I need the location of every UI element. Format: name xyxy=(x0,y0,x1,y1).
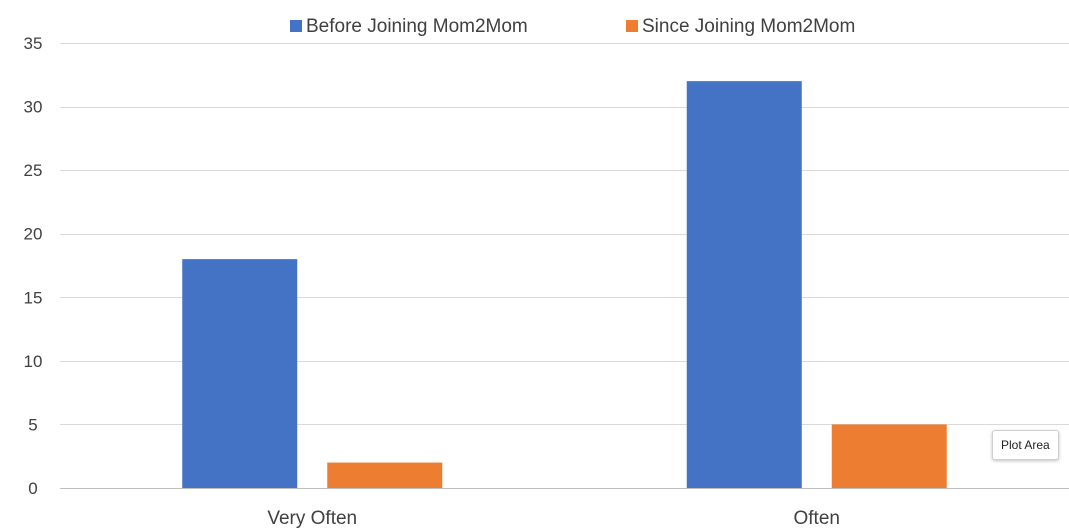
x-axis-categories: Very Often Often xyxy=(267,508,840,529)
x-category-label: Very Often xyxy=(267,508,357,529)
y-tick-label: 15 xyxy=(24,288,43,307)
legend-label: Since Joining Mom2Mom xyxy=(642,16,855,37)
x-category-label: Often xyxy=(794,508,840,529)
y-tick-label: 35 xyxy=(24,34,43,53)
legend-swatch xyxy=(626,20,638,32)
bar-before-very-often xyxy=(182,259,298,488)
y-tick-label: 0 xyxy=(28,479,37,498)
y-tick-label: 5 xyxy=(28,415,37,434)
y-tick-label: 25 xyxy=(24,161,43,180)
bar-since-very-often xyxy=(327,462,443,488)
bars xyxy=(182,81,947,489)
bar-since-often xyxy=(831,424,947,488)
bar-before-often xyxy=(686,81,802,489)
legend-swatch xyxy=(290,20,302,32)
legend: Before Joining Mom2Mom Since Joining Mom2… xyxy=(290,16,855,37)
y-tick-label: 20 xyxy=(24,225,43,244)
plot-area-tooltip: Plot Area xyxy=(992,430,1059,460)
y-tick-label: 30 xyxy=(24,98,43,117)
legend-label: Before Joining Mom2Mom xyxy=(306,16,528,37)
y-axis-ticks: 0 5 10 15 20 25 30 35 xyxy=(24,34,43,498)
y-tick-label: 10 xyxy=(24,352,43,371)
